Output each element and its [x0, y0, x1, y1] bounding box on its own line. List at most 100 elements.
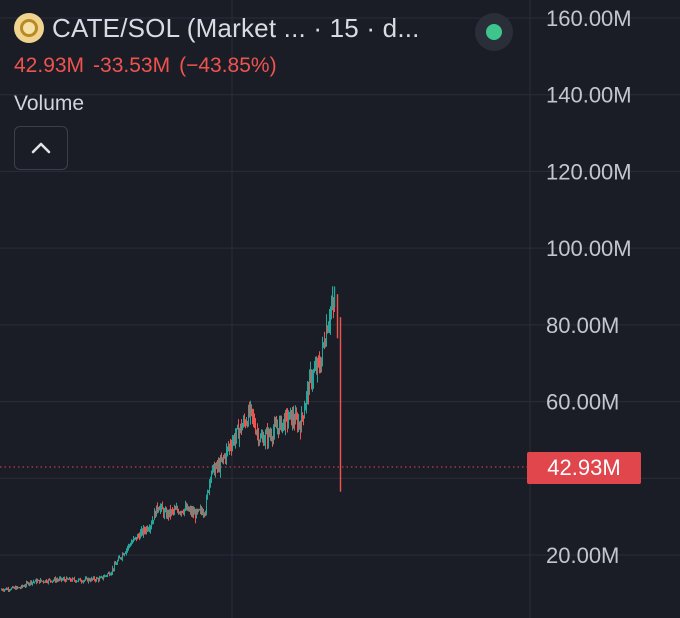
candle-body	[41, 579, 42, 582]
candle-body	[194, 512, 195, 515]
candle-body	[148, 529, 149, 531]
candle-body	[325, 342, 326, 346]
candle-body	[95, 579, 96, 581]
candle-body	[291, 410, 292, 424]
candle-body	[312, 379, 313, 384]
candle-body	[288, 419, 289, 424]
candle-body	[280, 417, 281, 422]
candle-body	[23, 586, 24, 588]
symbol-row[interactable]: CATE/SOL (Market ... · 15 · d...	[14, 12, 534, 44]
candle-body	[231, 446, 232, 448]
candle-body	[37, 580, 38, 583]
candle-body	[127, 547, 128, 550]
candle-body	[328, 325, 329, 333]
candle-body	[213, 464, 214, 467]
candle-body	[98, 578, 99, 581]
candle-body	[246, 422, 247, 425]
candle-body	[132, 541, 133, 543]
candle-body	[126, 549, 127, 553]
candle-body	[299, 422, 300, 426]
candle-body	[122, 554, 123, 559]
candle-body	[11, 587, 12, 590]
candle-body	[116, 563, 117, 565]
candle-body	[27, 582, 28, 584]
candle-body	[224, 455, 225, 458]
candle-body	[45, 580, 46, 583]
candle-body	[178, 510, 179, 514]
candle-body	[247, 422, 248, 425]
candle-body	[129, 545, 130, 547]
candle-body	[32, 581, 33, 584]
candle-body	[191, 509, 192, 514]
candle-body	[8, 588, 9, 591]
candle-body	[9, 589, 10, 591]
market-status-indicator[interactable]	[475, 13, 513, 51]
candle-body	[158, 508, 159, 510]
candle-body	[118, 557, 119, 561]
candle-body	[200, 508, 201, 510]
candle-body	[187, 506, 188, 510]
candle-body	[76, 581, 77, 583]
candle-body	[125, 552, 126, 554]
candle-body	[242, 425, 243, 430]
candle-body	[256, 431, 257, 433]
candle-body	[252, 409, 253, 416]
cate-coin-icon	[14, 13, 44, 43]
volume-label[interactable]: Volume	[14, 92, 85, 115]
candle-body	[266, 431, 267, 434]
candle-body	[26, 582, 27, 586]
candle-body	[220, 459, 221, 471]
candle-body	[123, 554, 124, 556]
candle-body	[241, 424, 242, 430]
candle-body	[16, 586, 17, 590]
candle-body	[188, 506, 189, 511]
candle-body	[24, 586, 25, 588]
candle-body	[278, 428, 279, 433]
symbol-title[interactable]: CATE/SOL (Market ... · 15 · d...	[52, 12, 420, 43]
candle-body	[329, 321, 330, 326]
candle-body	[101, 576, 102, 578]
candle-body	[186, 505, 187, 510]
candle-body	[249, 408, 250, 415]
candle-body	[163, 509, 164, 516]
candle-body	[74, 578, 75, 581]
candle-body	[43, 580, 44, 582]
candle-body	[55, 578, 56, 582]
candle-body	[243, 419, 244, 426]
candle-body	[137, 535, 138, 540]
candle-body	[155, 511, 156, 517]
candle-body	[177, 508, 178, 511]
candle-body	[262, 436, 263, 438]
candle-body	[228, 447, 229, 449]
collapse-indicators-button[interactable]	[14, 126, 68, 170]
y-axis-tick-label: 160.00M	[546, 6, 632, 31]
candle-body	[159, 508, 160, 511]
candle-body	[128, 545, 129, 548]
candle-body	[307, 387, 308, 394]
candle-body	[107, 573, 108, 576]
candle-body	[318, 360, 319, 362]
candle-body	[40, 579, 41, 583]
price-change-percent: (−43.85%)	[179, 54, 277, 77]
candle-body	[289, 412, 290, 420]
candle-body	[290, 410, 291, 413]
candle-body	[34, 581, 35, 583]
candle-body	[244, 419, 245, 422]
candle-body	[14, 587, 15, 589]
candle-body	[175, 509, 176, 511]
candle-body	[184, 509, 185, 513]
candle-body	[38, 580, 39, 582]
candle-body	[253, 415, 254, 419]
candle-body	[172, 510, 173, 512]
candle-body	[52, 580, 53, 582]
candle-body	[124, 553, 125, 556]
candle-body	[113, 568, 114, 570]
candle-body	[272, 438, 273, 440]
candle-body	[260, 437, 261, 441]
candle-body	[207, 491, 208, 498]
candle-body	[261, 437, 262, 439]
candle-body	[112, 568, 113, 573]
candle-body	[70, 578, 71, 581]
